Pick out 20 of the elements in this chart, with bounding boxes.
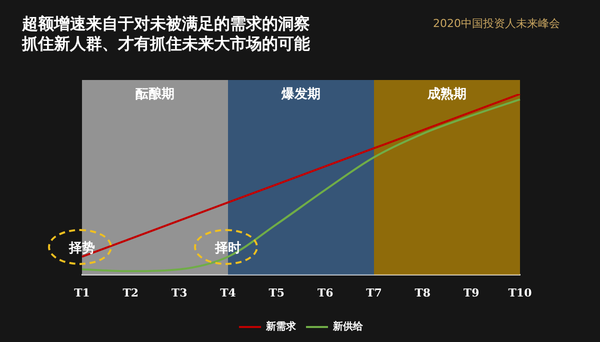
- band-label: 酝酿期: [136, 86, 174, 102]
- x-tick-label: T4: [220, 286, 236, 300]
- band-label: 成熟期: [426, 86, 466, 102]
- x-tick-label: T7: [366, 286, 382, 300]
- x-tick-label: T9: [463, 286, 480, 300]
- x-tick-label: T10: [508, 286, 532, 300]
- annotation: 择时: [214, 241, 241, 256]
- x-tick-label: T1: [74, 286, 90, 300]
- annotation: 择势: [68, 240, 95, 256]
- chart-subtitle: 抓住新人群、才有抓住未来大市场的可能: [22, 34, 310, 54]
- legend-label: 新供给: [332, 320, 364, 333]
- x-tick-label: T3: [171, 286, 188, 300]
- x-tick-label: T6: [317, 286, 334, 300]
- x-tick-label: T2: [122, 286, 139, 300]
- text: 2020中国投资人未来峰会: [433, 16, 560, 31]
- chart-title: 超额增速来自于对未被满足的需求的洞察: [22, 14, 310, 34]
- legend-label: 新需求: [265, 320, 297, 333]
- x-tick-label: T5: [268, 286, 285, 300]
- band-label: 爆发期: [280, 86, 320, 102]
- x-tick-label: T8: [414, 286, 431, 300]
